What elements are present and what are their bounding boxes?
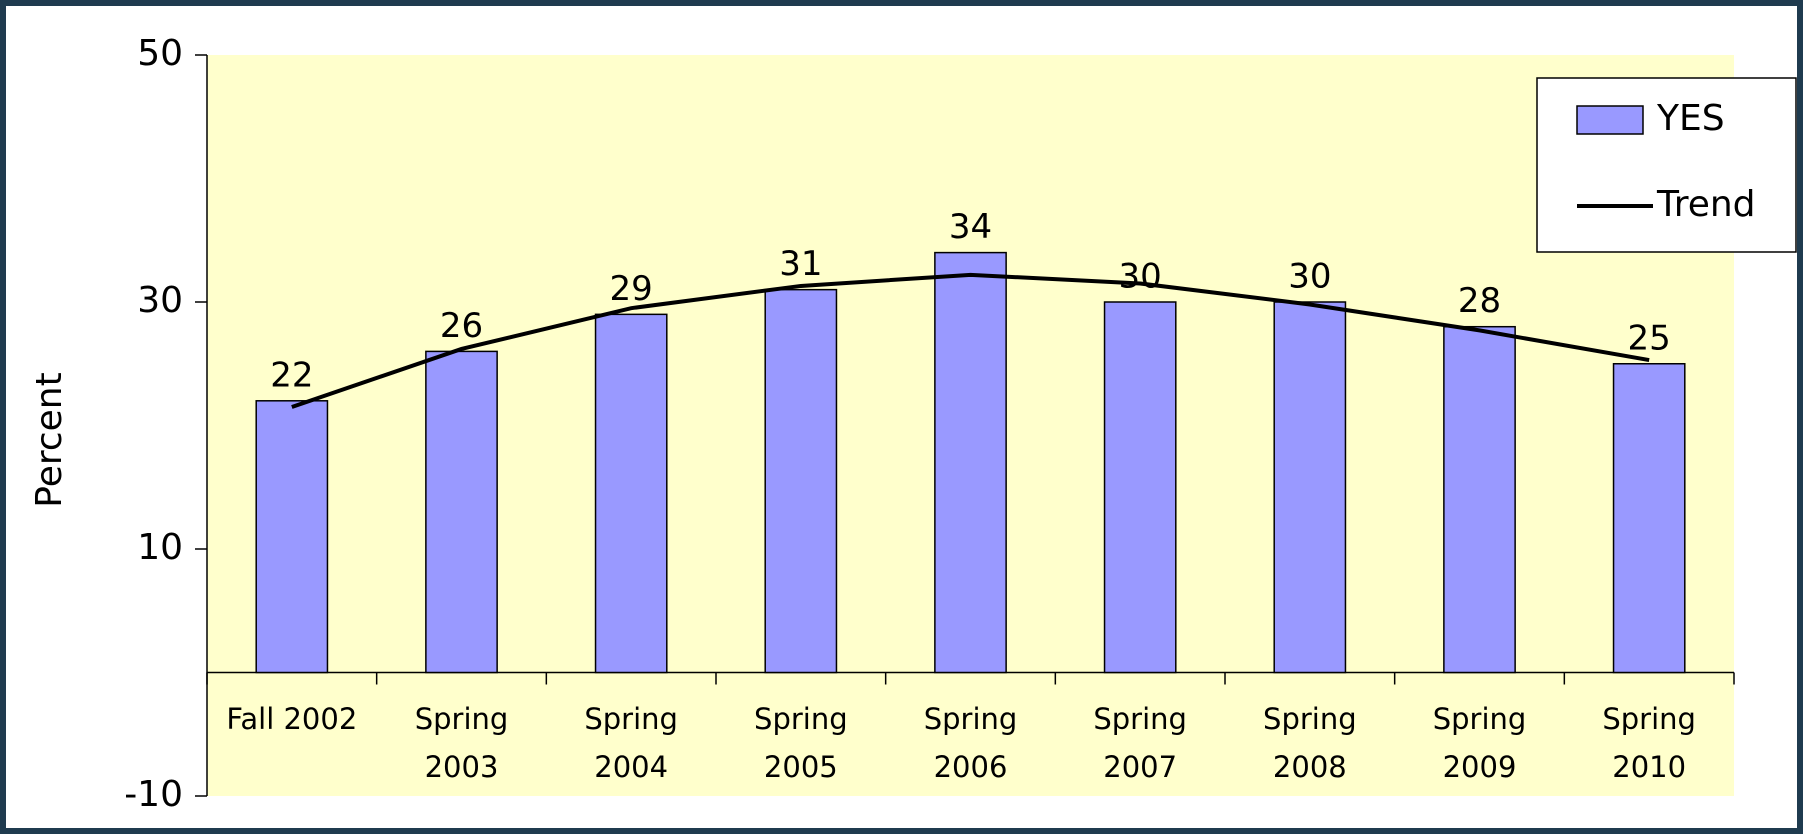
y-tick-label: -10 — [124, 774, 183, 815]
bar — [1273, 301, 1347, 674]
data-label: 26 — [440, 306, 483, 346]
data-label: 30 — [1288, 257, 1331, 297]
bar — [1612, 363, 1686, 674]
data-label: 31 — [779, 244, 822, 284]
data-label: 30 — [1119, 257, 1162, 297]
bar — [594, 313, 668, 674]
x-tick-label: Spring 2008 — [1263, 701, 1357, 784]
legend-label: YES — [1656, 98, 1725, 139]
bar — [425, 350, 498, 674]
data-label: 29 — [610, 269, 653, 309]
x-tick-label: Fall 2002 — [226, 701, 358, 736]
x-tick-label: Spring 2006 — [923, 701, 1018, 784]
chart-frame: Percent -10 10 30 50 22 26 29 31 34 30 30 28 25 YES Tr… — [6, 6, 1797, 828]
data-label: 22 — [270, 355, 313, 395]
bar — [255, 400, 329, 674]
legend-label: Trend — [1656, 184, 1756, 225]
bar — [764, 288, 838, 674]
data-label: 25 — [1628, 318, 1671, 358]
x-tick-label: Spring 2004 — [584, 701, 678, 784]
legend-swatch — [1576, 105, 1644, 135]
x-tick-label: Spring 2009 — [1432, 701, 1527, 784]
y-tick-label: 10 — [137, 527, 183, 568]
y-tick-label: 30 — [137, 280, 183, 321]
x-tick-label: Spring 2005 — [754, 701, 848, 784]
bar — [1103, 301, 1177, 674]
x-tick-label: Spring 2010 — [1602, 701, 1696, 784]
chart: Percent -10 10 30 50 22 26 29 31 34 30 30 28 25 YES Tr… — [29, 33, 1797, 815]
x-tick-label: Spring 2007 — [1093, 701, 1187, 784]
y-tick-label: 50 — [137, 33, 183, 74]
bar — [934, 251, 1007, 674]
data-label: 34 — [949, 207, 992, 247]
x-tick-label: Spring 2003 — [414, 701, 509, 784]
data-label: 28 — [1458, 281, 1501, 321]
bar — [1443, 325, 1516, 674]
trend-line — [291, 272, 1650, 409]
y-axis-title: Percent — [29, 372, 70, 507]
